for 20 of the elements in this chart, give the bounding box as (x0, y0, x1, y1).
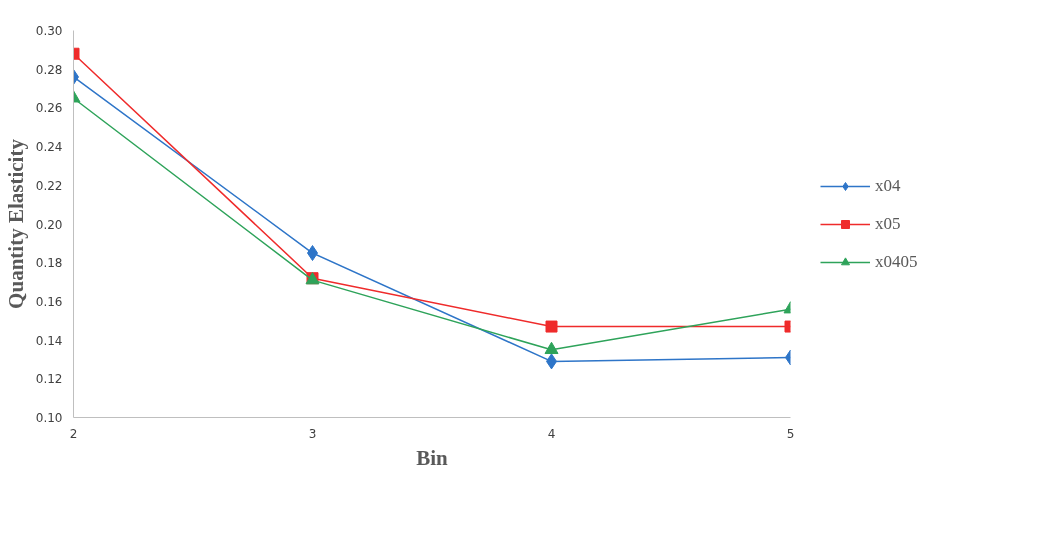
legend-label: x04 (875, 175, 901, 196)
y-tick-label: 0.10 (35, 411, 63, 425)
legend-label: x05 (875, 213, 901, 234)
legend-label: x0405 (875, 251, 918, 272)
y-tick-label: 0.12 (35, 372, 63, 387)
x-tick-label: 5 (786, 426, 795, 441)
y-tick-label: 0.24 (35, 140, 63, 155)
y-axis-title: Quantity Elasticity (3, 138, 28, 309)
x-tick-label: 3 (308, 426, 317, 441)
y-tick-label: 0.16 (35, 294, 63, 309)
x-axis-title: Bin (416, 445, 449, 470)
y-tick-label: 0.22 (35, 178, 63, 193)
y-tick-label: 0.14 (35, 333, 63, 348)
y-tick-label: 0.28 (35, 62, 63, 77)
x-tick-label: 4 (547, 426, 556, 441)
y-tick-label: 0.20 (35, 217, 63, 232)
y-tick-label: 0.26 (35, 101, 63, 116)
y-tick-label: 0.30 (35, 24, 63, 38)
x-tick-label: 2 (69, 426, 78, 441)
y-tick-label: 0.18 (35, 256, 63, 271)
